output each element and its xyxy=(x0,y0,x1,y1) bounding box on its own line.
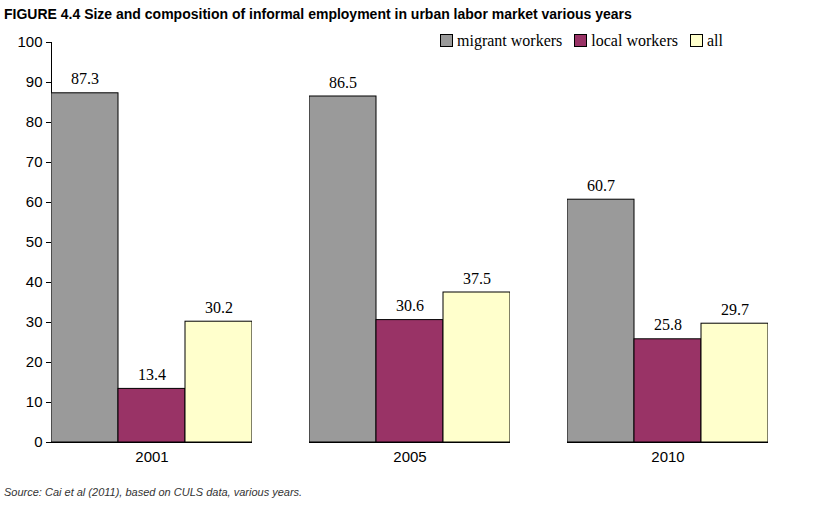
svg-text:80: 80 xyxy=(26,113,43,130)
svg-text:0: 0 xyxy=(34,433,42,450)
svg-text:70: 70 xyxy=(26,153,43,170)
html-text:Source: Cai et al (2011), base: Source: Cai et al (2011), based on CULS … xyxy=(4,486,303,498)
html-text:migrant workers: migrant workers xyxy=(457,32,563,49)
svg-text:10: 10 xyxy=(26,393,43,410)
svg-text:86.5: 86.5 xyxy=(329,74,357,91)
svg-text:20: 20 xyxy=(26,353,43,370)
svg-text:50: 50 xyxy=(26,233,43,250)
html-text:all: all xyxy=(707,32,723,49)
svg-text:40: 40 xyxy=(26,273,43,290)
svg-text:100: 100 xyxy=(17,33,42,50)
html-text:local workers: local workers xyxy=(591,32,678,49)
svg-text:29.7: 29.7 xyxy=(721,301,749,318)
html-text:FIGURE 4.4 Size and compositio: FIGURE 4.4 Size and composition of infor… xyxy=(4,6,632,22)
svg-text:25.8: 25.8 xyxy=(654,316,682,333)
svg-text:60.7: 60.7 xyxy=(587,177,615,194)
svg-text:2001: 2001 xyxy=(135,448,168,465)
svg-text:2010: 2010 xyxy=(651,448,684,465)
svg-text:2005: 2005 xyxy=(393,448,426,465)
svg-text:37.5: 37.5 xyxy=(463,270,491,287)
svg-text:30.2: 30.2 xyxy=(205,299,233,316)
svg-text:30.6: 30.6 xyxy=(396,297,424,314)
svg-text:87.3: 87.3 xyxy=(71,70,99,87)
svg-text:90: 90 xyxy=(26,73,43,90)
svg-text:60: 60 xyxy=(26,193,43,210)
svg-text:13.4: 13.4 xyxy=(138,366,166,383)
svg-text:30: 30 xyxy=(26,313,43,330)
